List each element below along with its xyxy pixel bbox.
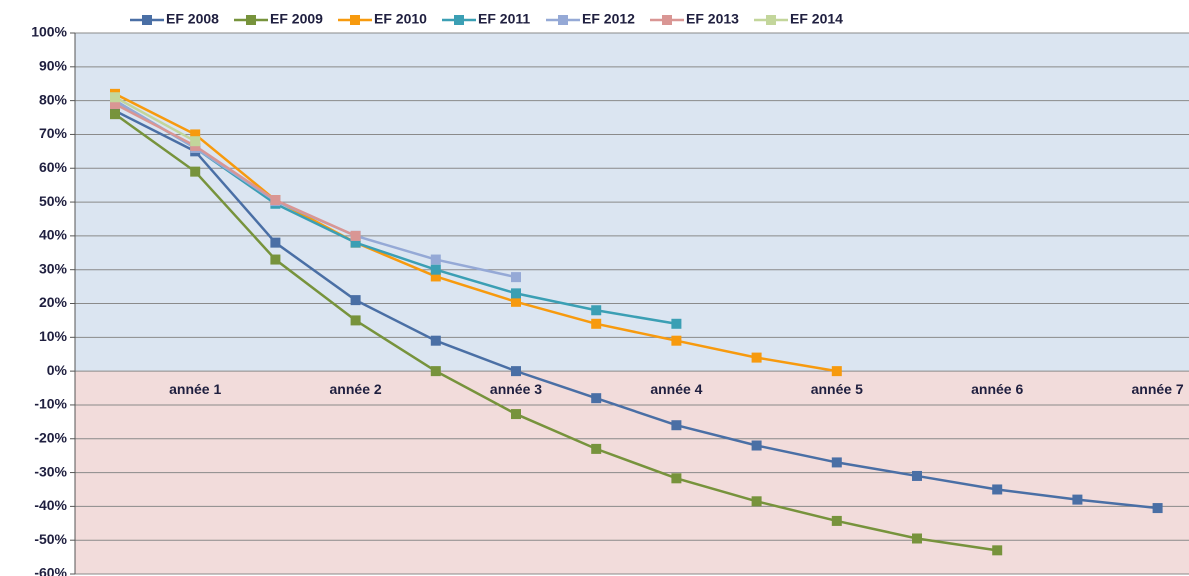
y-tick-label: 100% xyxy=(31,24,67,40)
series-line xyxy=(114,109,1158,510)
x-tick-label: année 6 xyxy=(971,381,1023,397)
legend-label: EF 2011 xyxy=(478,11,530,27)
point-marker xyxy=(912,470,922,481)
legend-marker xyxy=(246,15,256,25)
point-marker xyxy=(671,335,682,346)
point-marker xyxy=(350,237,361,248)
legend-marker xyxy=(350,15,360,25)
point-marker xyxy=(430,366,441,377)
point-marker xyxy=(992,484,1003,495)
y-tick-label: 90% xyxy=(39,58,68,74)
point-marker xyxy=(110,99,120,110)
y-tick-label: 0% xyxy=(47,362,68,378)
point-marker xyxy=(430,254,441,265)
x-tick-label: année 1 xyxy=(169,381,221,397)
y-tick-label: 60% xyxy=(39,159,68,175)
point-marker xyxy=(671,473,682,484)
y-tick-label: 40% xyxy=(39,227,68,243)
series-line xyxy=(114,102,357,238)
point-marker xyxy=(831,457,842,468)
point-marker xyxy=(270,195,281,206)
point-marker xyxy=(591,318,602,329)
point-marker xyxy=(190,129,201,140)
y-tick-label: -50% xyxy=(34,531,67,547)
legend-label: EF 2010 xyxy=(374,11,427,27)
point-marker xyxy=(190,136,201,147)
legend-marker xyxy=(454,15,464,25)
y-tick-label: -30% xyxy=(34,463,67,479)
series-line xyxy=(114,96,196,143)
y-tick-label: -40% xyxy=(34,497,67,513)
point-marker xyxy=(190,166,201,177)
legend-marker xyxy=(142,15,152,25)
x-tick-label: année 4 xyxy=(650,381,702,397)
series-line xyxy=(114,113,998,552)
legend-marker xyxy=(766,15,776,25)
y-tick-label: -10% xyxy=(34,396,67,412)
point-marker xyxy=(591,305,602,316)
y-tick-label: 70% xyxy=(39,125,68,141)
legend-marker xyxy=(558,15,568,25)
point-marker xyxy=(511,272,521,283)
point-marker xyxy=(751,496,762,507)
point-marker xyxy=(1152,503,1163,514)
point-marker xyxy=(430,264,441,275)
point-marker xyxy=(591,443,602,454)
point-marker xyxy=(511,409,521,420)
legend-label: EF 2014 xyxy=(790,11,843,27)
point-marker xyxy=(831,515,842,526)
point-marker xyxy=(751,352,762,363)
legend-label: EF 2008 xyxy=(166,11,219,27)
point-marker xyxy=(671,318,682,329)
x-tick-label: année 2 xyxy=(330,381,382,397)
x-tick-label: année 5 xyxy=(811,381,863,397)
point-marker xyxy=(270,237,281,248)
point-marker xyxy=(831,366,842,377)
legend-label: EF 2013 xyxy=(686,11,739,27)
point-marker xyxy=(511,366,521,377)
point-marker xyxy=(270,254,281,265)
point-marker xyxy=(511,288,521,299)
x-tick-label: année 7 xyxy=(1132,381,1184,397)
point-marker xyxy=(350,315,361,326)
y-tick-label: 30% xyxy=(39,260,68,276)
point-marker xyxy=(1072,494,1083,505)
legend-label: EF 2009 xyxy=(270,11,323,27)
y-tick-label: 80% xyxy=(39,91,68,107)
point-marker xyxy=(430,271,441,282)
y-tick-label: -60% xyxy=(34,565,67,576)
point-marker xyxy=(992,545,1003,556)
point-marker xyxy=(912,533,922,544)
point-marker xyxy=(350,295,361,306)
series-line xyxy=(114,92,838,373)
point-marker xyxy=(110,109,120,120)
legend-marker xyxy=(662,15,672,25)
point-marker xyxy=(350,230,361,241)
point-marker xyxy=(430,335,441,346)
point-marker xyxy=(591,393,602,404)
point-marker xyxy=(110,92,120,103)
point-marker xyxy=(751,440,762,451)
legend-label: EF 2012 xyxy=(582,11,635,27)
y-tick-label: 20% xyxy=(39,294,68,310)
x-tick-label: année 3 xyxy=(490,381,542,397)
y-tick-label: -20% xyxy=(34,429,67,445)
point-marker xyxy=(671,420,682,431)
y-tick-label: 10% xyxy=(39,328,68,344)
y-tick-label: 50% xyxy=(39,193,68,209)
point-marker xyxy=(511,296,521,307)
